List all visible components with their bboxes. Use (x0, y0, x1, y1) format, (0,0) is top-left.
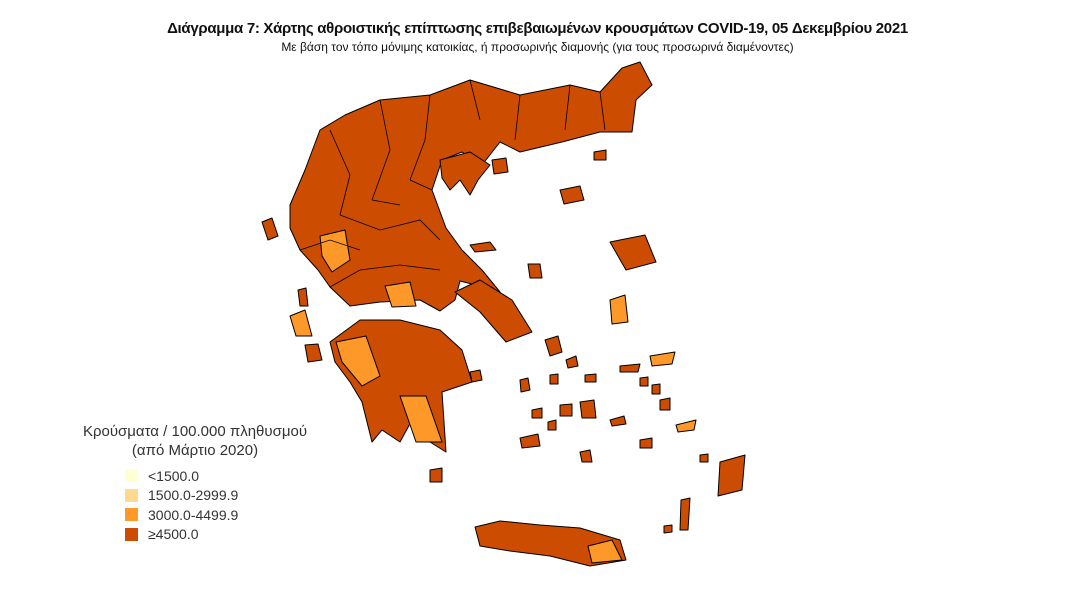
region-kasos (663, 524, 673, 534)
region-boundary (564, 84, 571, 131)
legend-item-lt1500: <1500.0 (125, 466, 330, 486)
legend-title-line1: Κρούσματα / 100.000 πληθυσμού (82, 423, 308, 440)
region-rhodes (717, 454, 746, 497)
region-laconia (399, 395, 443, 443)
legend-label: 1500.0-2999.9 (148, 487, 239, 504)
region-boundary (299, 239, 361, 251)
region-boundary (409, 94, 431, 181)
region-amorgos (609, 415, 627, 427)
region-samos (649, 351, 676, 367)
region-lefkada (297, 287, 309, 307)
region-corfu (261, 217, 279, 241)
region-boundary (409, 179, 433, 191)
region-sporades (469, 241, 497, 253)
map-title: Διάγραμμα 7: Χάρτης αθροιστικής επίπτωση… (167, 20, 908, 37)
region-thasos (491, 157, 509, 175)
legend-swatch (125, 469, 138, 483)
region-chalkidiki (439, 151, 491, 196)
legend-title-line2: (από Μάρτιο 2020) (131, 442, 259, 459)
region-karpathos (679, 497, 691, 531)
region-symi (699, 453, 709, 463)
map-subtitle: Με βάση τον τόπο μόνιμης κατοικίας, ή πρ… (281, 40, 794, 54)
region-kalymnos (659, 397, 671, 411)
region-ilia (335, 335, 381, 387)
region-astypalaia (639, 437, 653, 449)
region-boundary (371, 199, 401, 206)
region-patmos (639, 376, 649, 387)
region-phocis (384, 281, 417, 308)
region-boundary (514, 94, 521, 141)
region-leros (651, 383, 661, 395)
legend-item-1500-2999: 1500.0-2999.9 (125, 486, 330, 506)
legend-swatch (125, 527, 138, 541)
legend-label: <1500.0 (148, 467, 199, 484)
legend-label: 3000.0-4499.9 (148, 506, 239, 523)
legend-label: ≥4500.0 (148, 526, 199, 543)
region-zakynthos (304, 343, 323, 363)
region-boundary (469, 79, 481, 121)
region-crete (474, 520, 627, 567)
region-lemnos (559, 185, 585, 205)
region-kefalonia (289, 309, 313, 337)
region-lasithi (587, 539, 623, 564)
region-mykonos (584, 373, 597, 383)
region-paros (559, 403, 573, 417)
region-chios (609, 294, 629, 325)
legend-swatch (125, 488, 138, 502)
legend-title: Κρούσματα / 100.000 πληθυσμού (από Μάρτι… (60, 422, 330, 460)
region-sifnos (547, 419, 557, 431)
region-samothraki (593, 149, 607, 161)
region-naxos (579, 399, 597, 419)
legend-item-gte4500: ≥4500.0 (125, 525, 330, 545)
region-santorini (579, 449, 593, 463)
legend: Κρούσματα / 100.000 πληθυσμού (από Μάρτι… (60, 422, 330, 544)
region-boundary (329, 264, 441, 288)
region-kos (675, 419, 697, 433)
region-serifos (531, 407, 543, 419)
region-boundary (599, 91, 606, 131)
region-euboea (454, 279, 533, 343)
region-boundary (371, 99, 391, 201)
region-boundary (329, 129, 351, 216)
region-syros (549, 373, 559, 385)
region-kythira (429, 467, 443, 483)
region-aegina (469, 369, 483, 383)
region-boundary (339, 214, 441, 241)
legend-item-3000-4499: 3000.0-4499.9 (125, 505, 330, 525)
region-icaria (619, 363, 641, 373)
region-lesvos (609, 234, 657, 271)
region-kea (519, 377, 531, 393)
legend-swatch (125, 508, 138, 522)
region-andros (544, 335, 563, 357)
region-skyros (527, 263, 543, 279)
region-milos (519, 433, 541, 449)
region-tinos (565, 355, 579, 369)
